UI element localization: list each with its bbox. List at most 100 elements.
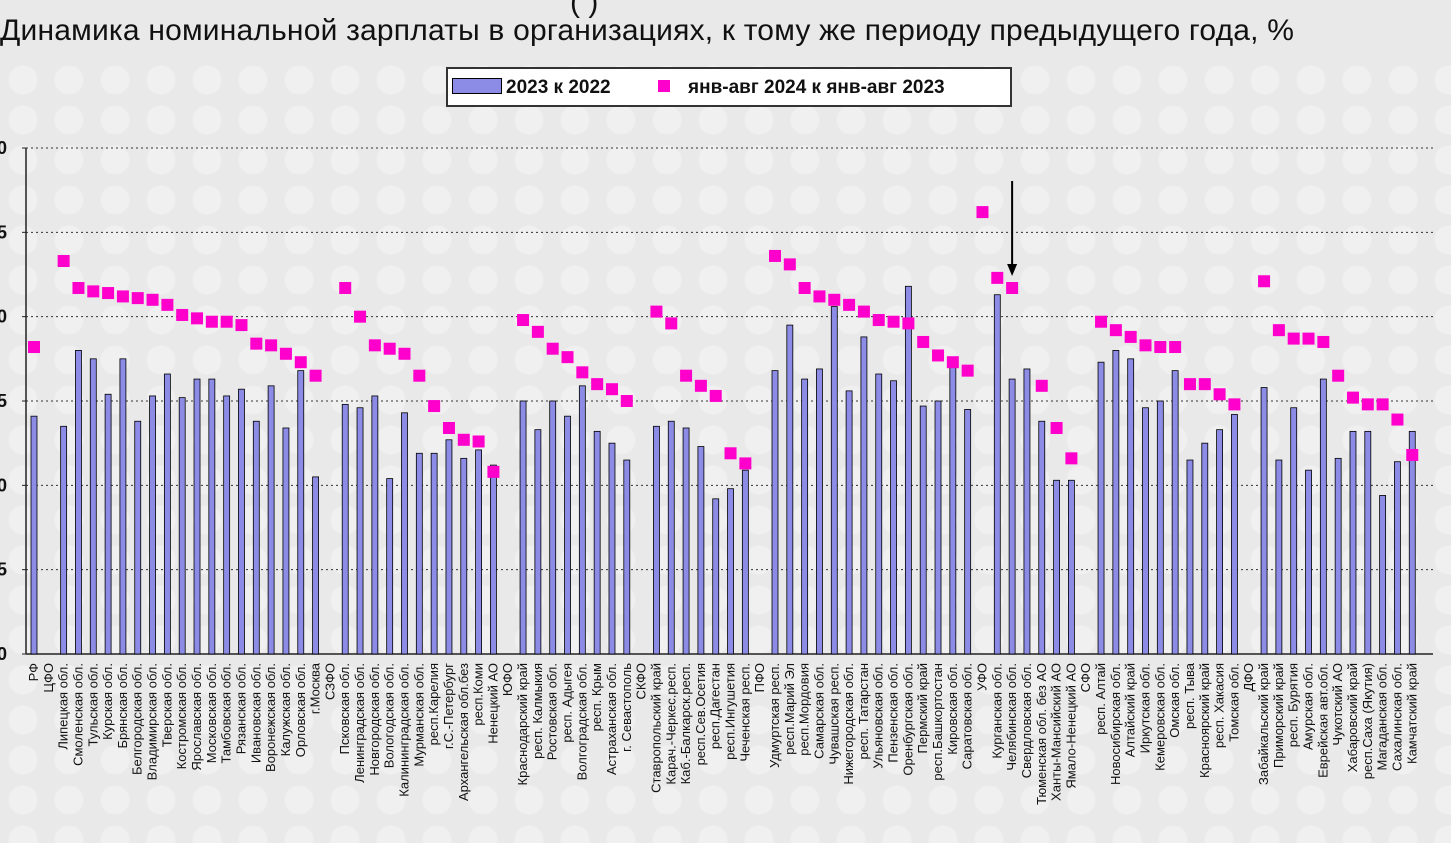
category-label: Омская обл. (1167, 663, 1182, 738)
bar (178, 397, 186, 655)
category-label: Владимирская обл. (145, 663, 160, 780)
marker-point (413, 369, 426, 382)
bar (1394, 461, 1401, 655)
category-labels: РФ ЦФО Липецкая обл. Смоленская обл. Тульска… (26, 662, 1419, 805)
marker-point (961, 364, 974, 377)
marker-point (1213, 388, 1226, 401)
category-label: г.С.-Петербург (441, 663, 456, 749)
bar (786, 324, 794, 655)
marker-point (1317, 335, 1330, 348)
category-label: Томская обл. (1226, 663, 1241, 742)
marker-point (1124, 330, 1137, 343)
bar (312, 476, 319, 655)
category-label: Краснодарский край (515, 663, 530, 785)
category-label: Московская обл. (204, 663, 219, 763)
marker-point (828, 293, 841, 306)
category-label: Ханты-Мансийский АО (1049, 663, 1064, 801)
marker-point (442, 421, 455, 434)
bar (1127, 358, 1135, 655)
marker-point (709, 389, 722, 402)
category-label: Воронежская обл. (263, 663, 278, 772)
bar (993, 294, 1001, 655)
marker-point (220, 315, 233, 328)
marker-point (1006, 281, 1019, 294)
marker-point (487, 465, 500, 478)
bar (415, 452, 423, 655)
marker-point (1183, 378, 1196, 391)
category-label: Нижегородская обл. (841, 663, 856, 785)
legend-label-bars: 2023 к 2022 (506, 77, 611, 98)
marker-point (398, 347, 411, 360)
bar (297, 370, 305, 655)
bar (919, 405, 927, 655)
bar (934, 400, 942, 655)
category-label: Астраханская обл. (604, 663, 619, 775)
bar (1364, 430, 1372, 655)
bar (1408, 430, 1416, 655)
bar (667, 420, 675, 655)
marker-point (176, 308, 189, 321)
category-label: Ивановская обл. (248, 663, 263, 763)
marker-point (798, 281, 811, 294)
category-label: Тульская обл. (85, 663, 100, 746)
marker-point (991, 271, 1004, 284)
category-label: Саратовская обл. (960, 663, 975, 769)
bar (1038, 420, 1046, 655)
category-label: СФО (1078, 663, 1093, 692)
y-tick-label: 0 (0, 307, 7, 327)
marker-point (769, 249, 781, 262)
category-label: респ. Алтай (1093, 663, 1108, 735)
category-label: УФО (974, 663, 989, 691)
category-label: респ.Карелия (426, 663, 441, 745)
bar (949, 366, 957, 655)
bar (1305, 469, 1312, 655)
marker-point (1302, 332, 1315, 345)
bar (771, 370, 779, 655)
bar (341, 403, 349, 655)
category-label: респ. Хакасия (1212, 663, 1227, 748)
marker-point (591, 378, 604, 391)
category-label: Чеченская респ. (737, 663, 752, 762)
bar (830, 306, 838, 655)
legend-item-bars: 2023 к 2022 (452, 77, 611, 99)
category-label: Иркутская обл. (1138, 663, 1153, 753)
category-label: ПФО (752, 663, 767, 692)
arrow-annotation (1007, 181, 1018, 276)
bar (89, 358, 97, 655)
category-label: респ. Тыва (1182, 662, 1197, 729)
bar (386, 478, 394, 655)
bar (267, 385, 275, 655)
category-label: респ.Сев.Осетия (693, 663, 708, 765)
marker-point (1272, 324, 1285, 337)
marker-point (279, 347, 292, 360)
bar (1068, 479, 1075, 655)
marker-point (620, 395, 633, 407)
category-label: Орловская обл. (293, 663, 308, 757)
bar (75, 349, 82, 655)
bar (1053, 479, 1060, 655)
marker-point (813, 290, 826, 303)
bar (1142, 407, 1149, 655)
category-label: Псковская обл. (337, 663, 352, 754)
category-label: респ.Саха (Якутия) (1360, 663, 1375, 779)
legend: 2023 к 2022 янв-авг 2024 к янв-авг 2023 (446, 67, 1012, 107)
marker-point (205, 315, 218, 328)
category-label: Курганская обл. (989, 663, 1004, 759)
bar (1275, 459, 1283, 655)
marker-point (87, 285, 100, 298)
category-label: Чувашская респ. (826, 663, 841, 765)
category-label: Тверская обл. (159, 663, 174, 747)
category-label: респ. Крым (589, 663, 604, 731)
marker-point (1139, 339, 1152, 352)
marker-point (235, 319, 248, 332)
marker-point (605, 383, 618, 396)
bar (727, 488, 734, 655)
category-label: г.Москва (308, 662, 323, 714)
bar (816, 368, 823, 655)
y-tick-label: 5 (0, 391, 7, 411)
bar (845, 390, 853, 655)
category-label: Карач.-Черкес.респ. (663, 663, 678, 785)
bar (1112, 349, 1120, 655)
category-label: респ. Бурятия (1286, 663, 1301, 747)
